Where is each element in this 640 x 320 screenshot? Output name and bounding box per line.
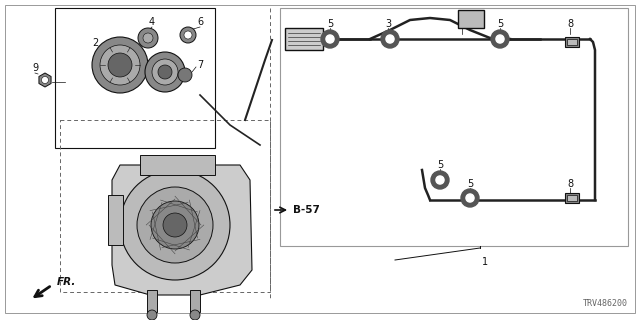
Circle shape [178, 68, 192, 82]
Text: 5: 5 [467, 179, 473, 189]
Circle shape [143, 33, 153, 43]
Bar [458, 10, 484, 28]
Text: TRV486200: TRV486200 [583, 299, 628, 308]
Text: 5: 5 [327, 19, 333, 29]
Bar [280, 8, 628, 246]
Bar [140, 155, 215, 175]
Circle shape [381, 30, 399, 48]
Circle shape [108, 53, 132, 77]
Text: FR.: FR. [57, 277, 76, 287]
Text: 9: 9 [32, 63, 38, 73]
Bar [55, 8, 215, 148]
Text: 7: 7 [197, 60, 203, 70]
Circle shape [158, 65, 172, 79]
Circle shape [137, 187, 213, 263]
Bar [567, 195, 577, 201]
Text: 3: 3 [459, 19, 465, 29]
Bar [567, 39, 577, 45]
Circle shape [496, 35, 504, 43]
Circle shape [151, 201, 199, 249]
Text: 3: 3 [385, 19, 391, 29]
Bar [190, 290, 200, 312]
Circle shape [42, 76, 49, 84]
Circle shape [461, 189, 479, 207]
Polygon shape [112, 165, 252, 295]
Text: 4: 4 [149, 17, 155, 27]
Circle shape [145, 52, 185, 92]
Bar [147, 290, 157, 312]
Text: 5: 5 [497, 19, 503, 29]
Circle shape [436, 176, 444, 184]
Text: 2: 2 [92, 38, 98, 48]
Circle shape [120, 170, 230, 280]
Circle shape [100, 45, 140, 85]
Text: 8: 8 [567, 19, 573, 29]
Bar [108, 195, 123, 245]
Bar [285, 28, 323, 50]
Circle shape [431, 171, 449, 189]
Circle shape [326, 35, 334, 43]
Text: B-57: B-57 [293, 205, 320, 215]
Bar [565, 37, 579, 47]
Circle shape [152, 59, 178, 85]
Circle shape [466, 194, 474, 202]
Text: 5: 5 [437, 160, 443, 170]
Circle shape [321, 30, 339, 48]
Text: 1: 1 [482, 257, 488, 267]
Circle shape [92, 37, 148, 93]
Circle shape [190, 310, 200, 320]
Circle shape [147, 310, 157, 320]
Circle shape [184, 31, 192, 39]
Bar [565, 193, 579, 203]
Circle shape [163, 213, 187, 237]
Text: 6: 6 [197, 17, 203, 27]
Bar [60, 120, 270, 292]
Text: 8: 8 [567, 179, 573, 189]
Circle shape [491, 30, 509, 48]
Circle shape [180, 27, 196, 43]
Circle shape [386, 35, 394, 43]
Circle shape [138, 28, 158, 48]
